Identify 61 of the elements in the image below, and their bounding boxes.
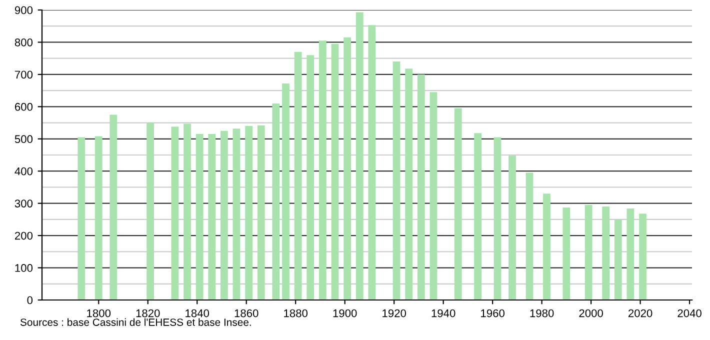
x-tick-label: 1880 (284, 309, 308, 318)
y-tick-label: 200 (14, 232, 33, 240)
x-tick-label: 1820 (136, 309, 160, 318)
x-tick-label: 2000 (579, 309, 603, 318)
bar (94, 136, 102, 300)
bar (392, 62, 400, 300)
bar (639, 214, 646, 300)
bar (196, 134, 204, 300)
bar (245, 126, 253, 300)
bar (171, 126, 179, 300)
bar (232, 128, 240, 300)
bar (543, 194, 550, 300)
x-tick-label: 2020 (628, 309, 652, 318)
bar (417, 74, 425, 300)
x-tick-label: 1940 (432, 309, 456, 318)
y-tick-label: 600 (15, 102, 33, 111)
x-tick-label: 1860 (234, 309, 258, 318)
bar (526, 172, 534, 300)
y-tick-label: 300 (14, 200, 33, 208)
y-tick-label: 900 (14, 6, 33, 14)
bar (146, 122, 154, 300)
y-tick-label: 700 (15, 70, 33, 79)
bar (508, 156, 516, 300)
source-note: Sources : base Cassini de l'EHESS et base Insee. (20, 318, 251, 326)
bar (614, 219, 622, 300)
bar (626, 208, 634, 300)
bar (430, 92, 438, 300)
bar (294, 52, 302, 300)
y-tick-label: 800 (14, 38, 33, 46)
bar (494, 137, 502, 300)
y-tick-label: 400 (14, 167, 33, 176)
x-tick-label: 1800 (87, 309, 111, 318)
x-tick-label: 1960 (481, 309, 504, 318)
bar (282, 83, 290, 300)
x-tick-label: 1900 (333, 309, 357, 318)
bar (474, 133, 482, 300)
bar (405, 68, 413, 300)
x-tick-label: 1920 (382, 309, 406, 318)
bar (184, 124, 191, 300)
bar (318, 40, 326, 300)
bar (584, 204, 592, 300)
x-tick-label: 1840 (186, 309, 210, 318)
bar (602, 206, 610, 300)
bar (110, 114, 118, 300)
y-tick-label: 500 (14, 135, 33, 144)
bar (344, 37, 351, 300)
bar (78, 137, 86, 300)
y-tick-label: 100 (15, 264, 33, 272)
bar (208, 134, 216, 300)
bar (220, 130, 228, 300)
x-tick-label: 1980 (530, 309, 554, 318)
x-tick-label: 2040 (678, 309, 702, 318)
bar (257, 125, 265, 300)
bar (331, 44, 339, 300)
bar (368, 25, 376, 300)
bar (356, 12, 364, 300)
bar (306, 55, 314, 300)
y-tick-label: 0 (27, 296, 33, 304)
bar (272, 103, 280, 300)
bar (454, 108, 462, 300)
bar (562, 208, 570, 300)
